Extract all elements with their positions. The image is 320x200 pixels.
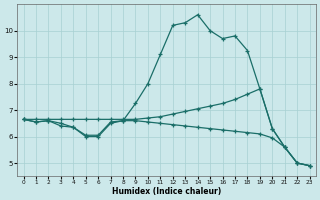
X-axis label: Humidex (Indice chaleur): Humidex (Indice chaleur) <box>112 187 221 196</box>
